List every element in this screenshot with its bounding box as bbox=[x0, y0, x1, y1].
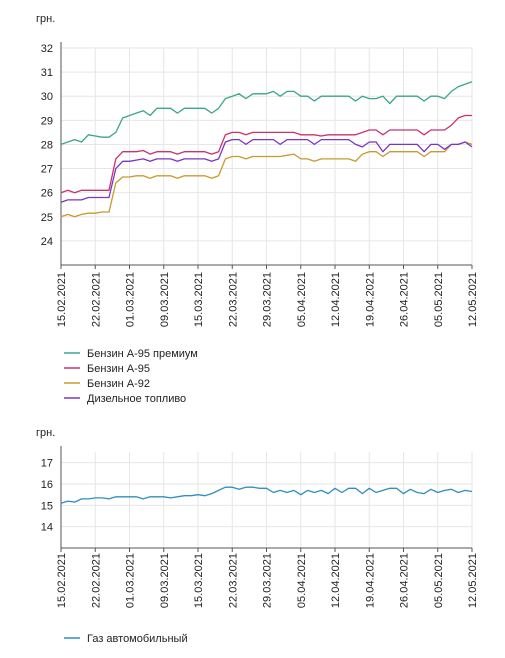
x-tick-label: 26.04.2021 bbox=[399, 553, 411, 608]
x-tick-label: 26.04.2021 bbox=[399, 272, 411, 327]
x-tick-label: 22.03.2021 bbox=[227, 553, 239, 608]
series-line bbox=[60, 138, 473, 203]
x-tick-label: 12.05.2021 bbox=[467, 553, 479, 608]
y-tick-label: 17 bbox=[41, 458, 53, 470]
y-axis-ticks: 24 25 26 27 28 29 30 31 32 bbox=[41, 43, 53, 248]
y-tick-label: 31 bbox=[41, 67, 53, 79]
legend-label: Бензин А-95 премиум bbox=[87, 348, 198, 360]
x-tick-label: 05.04.2021 bbox=[296, 553, 308, 608]
gridlines bbox=[60, 47, 473, 265]
legend-label: Газ автомобильный bbox=[87, 633, 188, 645]
y-tick-label: 14 bbox=[41, 522, 53, 534]
legend-label: Бензин А-92 bbox=[87, 378, 150, 390]
y-tick-label: 27 bbox=[41, 164, 53, 176]
y-tick-label: 26 bbox=[41, 188, 53, 200]
x-tick-label: 22.03.2021 bbox=[227, 272, 239, 327]
gridlines bbox=[60, 452, 473, 548]
x-tick-label: 15.03.2021 bbox=[193, 553, 205, 608]
y-axis-ticks: 14 15 16 17 bbox=[41, 458, 53, 534]
y-tick-label: 15 bbox=[41, 500, 53, 512]
series-lines bbox=[60, 486, 473, 504]
x-tick-label: 12.04.2021 bbox=[330, 553, 342, 608]
series-lines bbox=[60, 81, 473, 218]
y-tick-label: 29 bbox=[41, 115, 53, 127]
series-line bbox=[60, 486, 473, 504]
x-tick-label: 09.03.2021 bbox=[159, 272, 171, 327]
y-tick-label: 24 bbox=[41, 236, 53, 248]
y-tick-label: 16 bbox=[41, 479, 53, 491]
chart-fuel-prices: 24 25 26 27 28 29 30 31 32 грн. 15.02.2021 22.02.20… bbox=[36, 13, 479, 405]
x-tick-label: 15.02.2021 bbox=[56, 553, 68, 608]
x-tick-label: 09.03.2021 bbox=[159, 553, 171, 608]
x-tick-label: 15.03.2021 bbox=[193, 272, 205, 327]
unit-label: грн. bbox=[36, 13, 55, 25]
series-line bbox=[60, 141, 473, 218]
x-tick-label: 05.04.2021 bbox=[296, 272, 308, 327]
x-tick-label: 29.03.2021 bbox=[262, 553, 274, 608]
x-tick-label: 05.05.2021 bbox=[433, 272, 445, 327]
x-tick-label: 29.03.2021 bbox=[262, 272, 274, 327]
y-tick-label: 32 bbox=[41, 43, 53, 55]
y-tick-label: 30 bbox=[41, 91, 53, 103]
series-line bbox=[60, 114, 472, 194]
x-tick-label: 05.05.2021 bbox=[433, 553, 445, 608]
x-tick-label: 01.03.2021 bbox=[125, 272, 137, 327]
x-axis-ticks: 15.02.2021 22.02.2021 01.03.2021 09.03.2021… bbox=[56, 265, 479, 327]
x-tick-label: 19.04.2021 bbox=[364, 272, 376, 327]
unit-label: грн. bbox=[36, 427, 55, 439]
x-axis-ticks: 15.02.2021 22.02.2021 01.03.2021 09.03.2021… bbox=[56, 548, 479, 608]
y-tick-label: 28 bbox=[41, 139, 53, 151]
x-tick-label: 22.02.2021 bbox=[90, 272, 102, 327]
legend-label: Дизельное топливо bbox=[87, 393, 186, 405]
chart-gas-price: 14 15 16 17 грн. 15.02.2021 22.02.2021 01.03.20… bbox=[36, 427, 479, 645]
x-tick-label: 22.02.2021 bbox=[90, 553, 102, 608]
legend: Бензин А-95 премиум Бензин А-95 Бензин А-9… bbox=[64, 348, 198, 405]
x-tick-label: 12.05.2021 bbox=[467, 272, 479, 327]
legend-label: Бензин А-95 bbox=[87, 363, 150, 375]
series-line bbox=[60, 81, 473, 146]
y-tick-label: 25 bbox=[41, 212, 53, 224]
x-tick-label: 12.04.2021 bbox=[330, 272, 342, 327]
x-tick-label: 15.02.2021 bbox=[56, 272, 68, 327]
legend: Газ автомобильный bbox=[64, 633, 188, 645]
x-tick-label: 19.04.2021 bbox=[364, 553, 376, 608]
x-tick-label: 01.03.2021 bbox=[125, 553, 137, 608]
